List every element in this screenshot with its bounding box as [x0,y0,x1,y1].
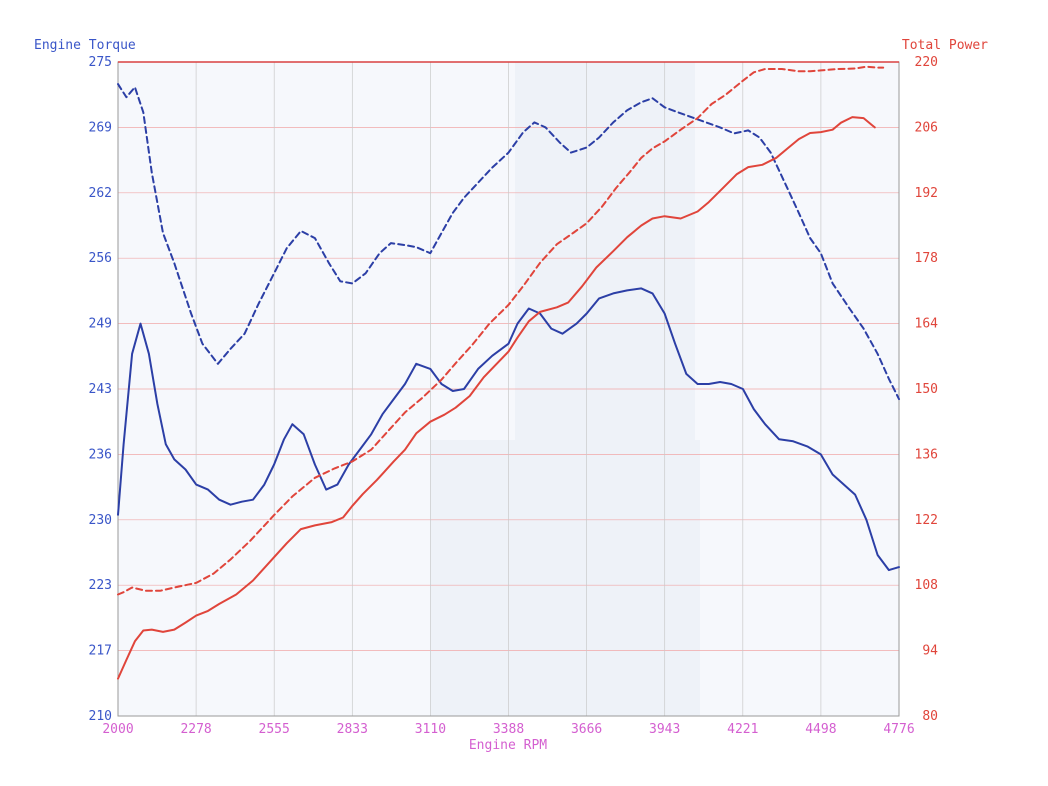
left-tick-label: 210 [89,709,112,724]
right-tick-label: 220 [915,55,938,70]
power-solid-line [117,116,876,680]
right-axis-title: Total Power [902,38,988,53]
right-tick-label: 164 [915,317,939,332]
left-axis-title: Engine Torque [34,38,136,53]
x-tick-label: 3110 [415,722,446,737]
x-tick-label: 3943 [649,722,680,737]
right-tick-label: 94 [922,644,938,659]
right-tick-label: 206 [915,120,938,135]
power-dashed-line [117,65,885,596]
left-tick-label: 223 [89,578,112,593]
x-tick-label: 3388 [493,722,524,737]
x-tick-label: 4221 [727,722,758,737]
x-tick-label: 3666 [571,722,602,737]
left-tick-label: 236 [89,447,112,462]
left-tick-label: 230 [89,513,112,528]
x-tick-label: 4776 [883,722,914,737]
left-tick-label: 243 [89,382,112,397]
torque-dashed-line [117,83,900,401]
right-tick-label: 136 [915,447,938,462]
left-tick-label: 262 [89,186,112,201]
left-tick-label: 256 [89,251,112,266]
plot-shade-band-2 [430,440,700,716]
right-tick-label: 108 [915,578,938,593]
torque-solid-line [117,287,900,572]
tick-labels: 275 220 269 206 262 192 256 178 249 164 243 150 236 1… [89,55,939,737]
right-tick-label: 150 [915,382,938,397]
left-tick-label: 249 [89,317,112,332]
x-tick-label: 2278 [180,722,211,737]
x-tick-label: 4498 [805,722,836,737]
x-tick-label: 2833 [337,722,368,737]
right-tick-label: 178 [915,251,938,266]
left-tick-label: 269 [89,120,112,135]
left-tick-label: 275 [89,55,112,70]
x-axis-title: Engine RPM [469,738,547,753]
right-tick-label: 192 [915,186,938,201]
right-tick-label: 122 [915,513,938,528]
series-layer [117,65,900,680]
x-tick-label: 2555 [259,722,290,737]
right-tick-label: 80 [922,709,938,724]
left-tick-label: 217 [89,644,112,659]
x-tick-label: 2000 [102,722,133,737]
